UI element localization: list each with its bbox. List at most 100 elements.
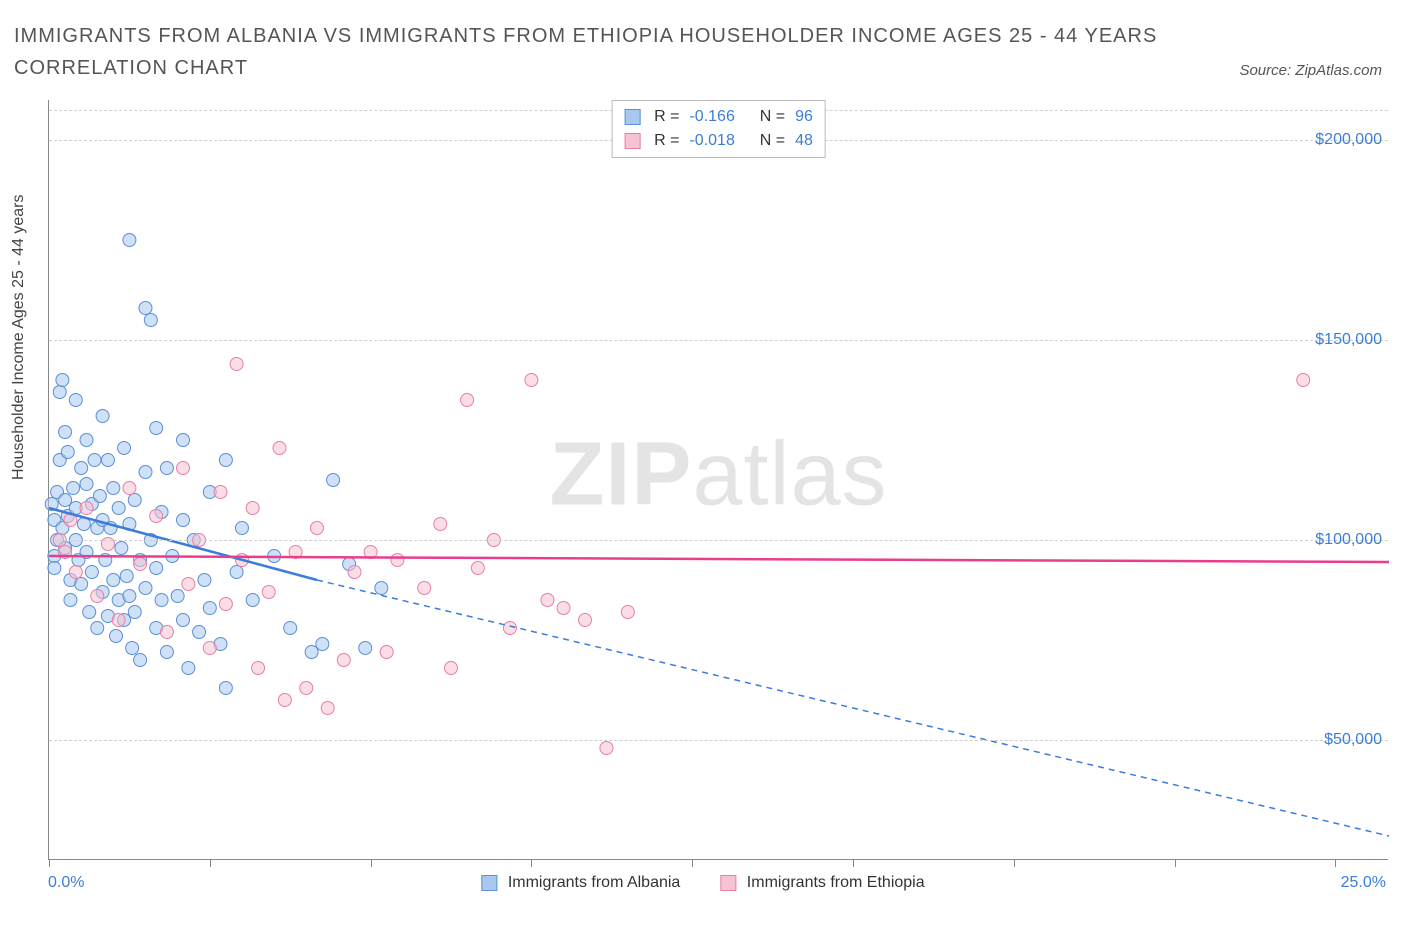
data-point [126, 642, 139, 655]
legend-label-albania: Immigrants from Albania [508, 874, 681, 891]
data-point [177, 462, 190, 475]
data-point [115, 542, 128, 555]
data-point [134, 558, 147, 571]
data-point [91, 622, 104, 635]
data-point [110, 630, 123, 643]
data-point [139, 582, 152, 595]
stats-row-albania: R =-0.166 N =96 [624, 105, 813, 129]
data-point [203, 642, 216, 655]
data-point [112, 502, 125, 515]
data-point [262, 586, 275, 599]
data-point [69, 394, 82, 407]
data-point [337, 654, 350, 667]
data-point [59, 426, 72, 439]
data-point [123, 482, 136, 495]
data-point [139, 302, 152, 315]
y-tick-label: $50,000 [1324, 731, 1382, 749]
data-point [246, 502, 259, 515]
data-point [541, 594, 554, 607]
data-point [64, 594, 77, 607]
data-point [327, 474, 340, 487]
data-point [1297, 374, 1310, 387]
swatch-albania [481, 875, 497, 891]
data-point [118, 442, 131, 455]
data-point [273, 442, 286, 455]
data-point [85, 566, 98, 579]
data-point [53, 386, 66, 399]
legend-label-ethiopia: Immigrants from Ethiopia [747, 874, 925, 891]
data-point [155, 594, 168, 607]
data-point [144, 314, 157, 327]
stats-row-ethiopia: R =-0.018 N =48 [624, 129, 813, 153]
data-point [182, 662, 195, 675]
data-point [134, 654, 147, 667]
data-point [56, 374, 69, 387]
data-point [177, 614, 190, 627]
data-point [91, 590, 104, 603]
data-point [96, 410, 109, 423]
data-point [123, 590, 136, 603]
data-point [120, 570, 133, 583]
y-tick-label: $200,000 [1315, 131, 1382, 149]
data-point [434, 518, 447, 531]
data-point [182, 578, 195, 591]
data-point [67, 482, 80, 495]
data-point [203, 602, 216, 615]
legend-item-ethiopia: Immigrants from Ethiopia [720, 874, 924, 892]
data-point [214, 486, 227, 499]
y-axis-label: Householder Income Ages 25 - 44 years [10, 195, 28, 481]
data-point [391, 554, 404, 567]
swatch-albania [624, 109, 640, 125]
data-point [112, 614, 125, 627]
data-point [359, 642, 372, 655]
data-point [305, 646, 318, 659]
data-point [150, 510, 163, 523]
data-point [123, 234, 136, 247]
chart-svg [49, 100, 1388, 859]
data-point [230, 358, 243, 371]
data-point [128, 606, 141, 619]
data-point [61, 446, 74, 459]
data-point [321, 702, 334, 715]
data-point [579, 614, 592, 627]
data-point [311, 522, 324, 535]
data-point [88, 454, 101, 467]
data-point [252, 662, 265, 675]
data-point [621, 606, 634, 619]
source-citation: Source: ZipAtlas.com [1239, 62, 1382, 79]
y-tick-label: $150,000 [1315, 331, 1382, 349]
data-point [230, 566, 243, 579]
data-point [107, 482, 120, 495]
data-point [461, 394, 474, 407]
data-point [525, 374, 538, 387]
data-point [600, 742, 613, 755]
chart-plot-area: ZIPatlas R =-0.166 N =96 R =-0.018 N =48… [48, 100, 1388, 860]
data-point [160, 462, 173, 475]
data-point [69, 566, 82, 579]
data-point [177, 514, 190, 527]
data-point [445, 662, 458, 675]
data-point [219, 598, 232, 611]
data-point [300, 682, 313, 695]
data-point [128, 494, 141, 507]
data-point [150, 422, 163, 435]
data-point [284, 622, 297, 635]
chart-title: IMMIGRANTS FROM ALBANIA VS IMMIGRANTS FR… [14, 20, 1206, 84]
data-point [246, 594, 259, 607]
data-point [380, 646, 393, 659]
data-point [80, 434, 93, 447]
data-point [471, 562, 484, 575]
data-point [198, 574, 211, 587]
data-point [107, 574, 120, 587]
data-point [235, 522, 248, 535]
data-point [150, 562, 163, 575]
trend-line-extrapolated [317, 580, 1389, 836]
x-axis-max-label: 25.0% [1341, 874, 1386, 892]
data-point [59, 494, 72, 507]
data-point [93, 490, 106, 503]
swatch-ethiopia [720, 875, 736, 891]
stats-legend: R =-0.166 N =96 R =-0.018 N =48 [611, 100, 826, 158]
swatch-ethiopia [624, 133, 640, 149]
x-axis-min-label: 0.0% [48, 874, 84, 892]
data-point [160, 646, 173, 659]
